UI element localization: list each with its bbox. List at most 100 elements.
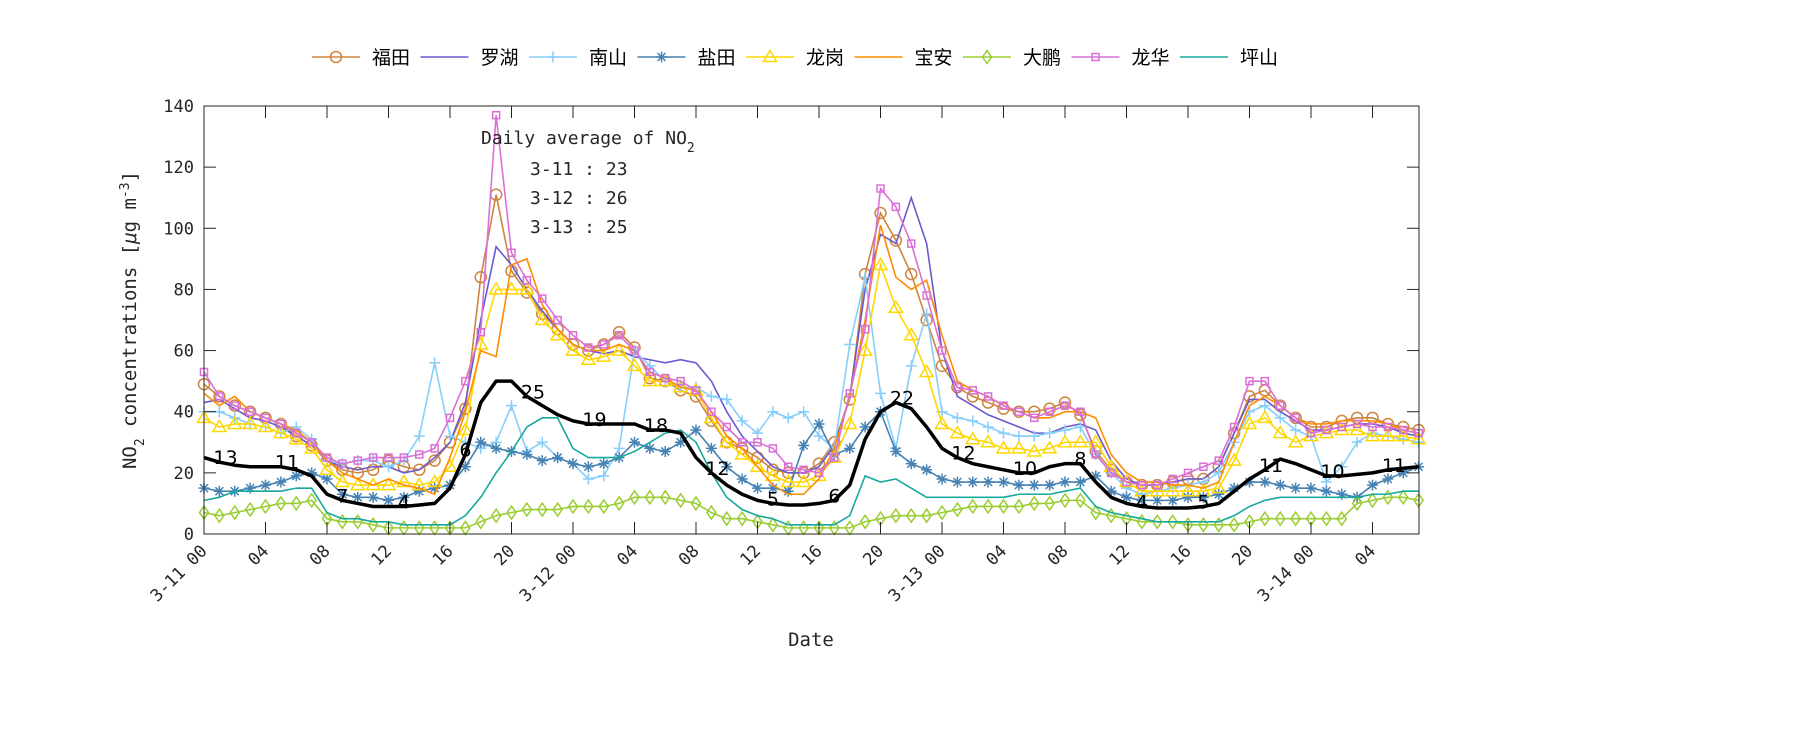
data-point <box>967 415 979 427</box>
data-point <box>413 430 425 442</box>
data-point <box>1011 440 1027 454</box>
legend-item-宝安: 宝安 <box>854 47 953 69</box>
data-point <box>949 425 966 439</box>
annotation-line: 3-12 : 26 <box>530 188 628 209</box>
data-point <box>630 346 639 355</box>
data-point <box>1229 422 1239 432</box>
data-point <box>705 442 717 454</box>
data-point <box>1306 428 1316 438</box>
data-point <box>352 491 364 503</box>
data-point <box>661 373 670 383</box>
data-point <box>1210 480 1227 494</box>
data-point <box>230 401 239 410</box>
legend-marker-circle-icon <box>329 50 343 64</box>
data-point <box>244 501 256 518</box>
data-point <box>1287 434 1304 448</box>
data-point <box>1367 479 1378 491</box>
data-point <box>1337 422 1346 432</box>
data-point <box>1074 421 1086 433</box>
data-point <box>736 473 748 485</box>
data-point <box>428 454 441 467</box>
data-point <box>814 468 824 478</box>
data-point <box>736 510 748 527</box>
data-point <box>383 461 394 473</box>
data-point <box>275 476 287 488</box>
data-point <box>1259 476 1271 488</box>
average-label: 11 <box>1259 455 1283 477</box>
data-point <box>1305 482 1317 494</box>
data-point <box>1028 495 1040 512</box>
data-point <box>1121 491 1132 503</box>
data-point <box>213 485 225 497</box>
series-宝安 <box>203 225 1419 496</box>
series-line <box>203 115 1419 486</box>
legend-item-大鹏: 大鹏 <box>963 47 1061 69</box>
data-point <box>1182 491 1194 503</box>
data-point <box>521 501 533 518</box>
data-point <box>1197 491 1209 503</box>
data-point <box>1272 425 1289 439</box>
data-point <box>567 458 579 470</box>
data-point <box>396 474 412 488</box>
data-point <box>507 248 516 257</box>
data-point <box>595 348 612 362</box>
data-point <box>1382 473 1394 485</box>
data-point <box>1041 440 1058 454</box>
data-point <box>522 276 532 285</box>
data-point <box>905 267 918 281</box>
data-point <box>611 342 627 356</box>
data-point <box>1260 376 1270 386</box>
annotation-line: 3-11 : 23 <box>530 159 628 180</box>
data-point <box>1290 482 1302 494</box>
data-point <box>767 482 779 494</box>
x-tick-label: 12 <box>367 541 396 570</box>
data-point <box>598 470 610 482</box>
annotation-line: 3-13 : 25 <box>530 217 628 238</box>
data-point <box>288 431 305 445</box>
data-point <box>1044 427 1056 439</box>
data-point <box>1106 468 1116 478</box>
data-point <box>1014 407 1024 416</box>
data-point <box>612 325 626 339</box>
data-point <box>922 291 931 300</box>
data-point <box>411 477 428 491</box>
data-point <box>718 434 735 448</box>
data-point <box>306 467 318 479</box>
data-point <box>292 428 301 438</box>
data-point <box>457 422 474 436</box>
legend-label: 龙华 <box>1132 47 1170 69</box>
x-tick-label: 20 <box>859 541 888 570</box>
legend-label: 罗湖 <box>481 47 519 69</box>
data-point <box>336 488 348 500</box>
data-point <box>690 424 702 436</box>
data-point <box>1149 483 1166 497</box>
data-point <box>1257 409 1273 424</box>
average-label: 12 <box>951 443 975 465</box>
data-point <box>1320 485 1332 497</box>
data-point <box>1367 492 1378 509</box>
y-tick-label: 60 <box>174 342 194 362</box>
data-point <box>629 436 640 448</box>
legend-label: 南山 <box>589 47 627 69</box>
legend-item-罗湖: 罗湖 <box>420 47 519 69</box>
data-point <box>475 513 487 530</box>
data-point <box>506 400 517 412</box>
data-point <box>841 415 858 430</box>
data-point <box>290 470 302 482</box>
data-point <box>367 517 379 533</box>
data-point <box>349 477 366 491</box>
average-label: 19 <box>582 409 606 431</box>
legend-label: 福田 <box>372 47 410 69</box>
data-point <box>506 504 517 521</box>
data-point <box>907 239 916 248</box>
data-point <box>860 324 870 334</box>
x-tick-label: 20 <box>490 541 519 570</box>
data-point <box>244 482 256 494</box>
y-tick-label: 140 <box>163 97 194 117</box>
data-point <box>1044 495 1056 512</box>
data-point <box>644 442 656 454</box>
data-point <box>888 299 904 314</box>
data-point <box>1090 470 1102 482</box>
data-point <box>918 363 935 378</box>
data-point <box>676 376 685 386</box>
